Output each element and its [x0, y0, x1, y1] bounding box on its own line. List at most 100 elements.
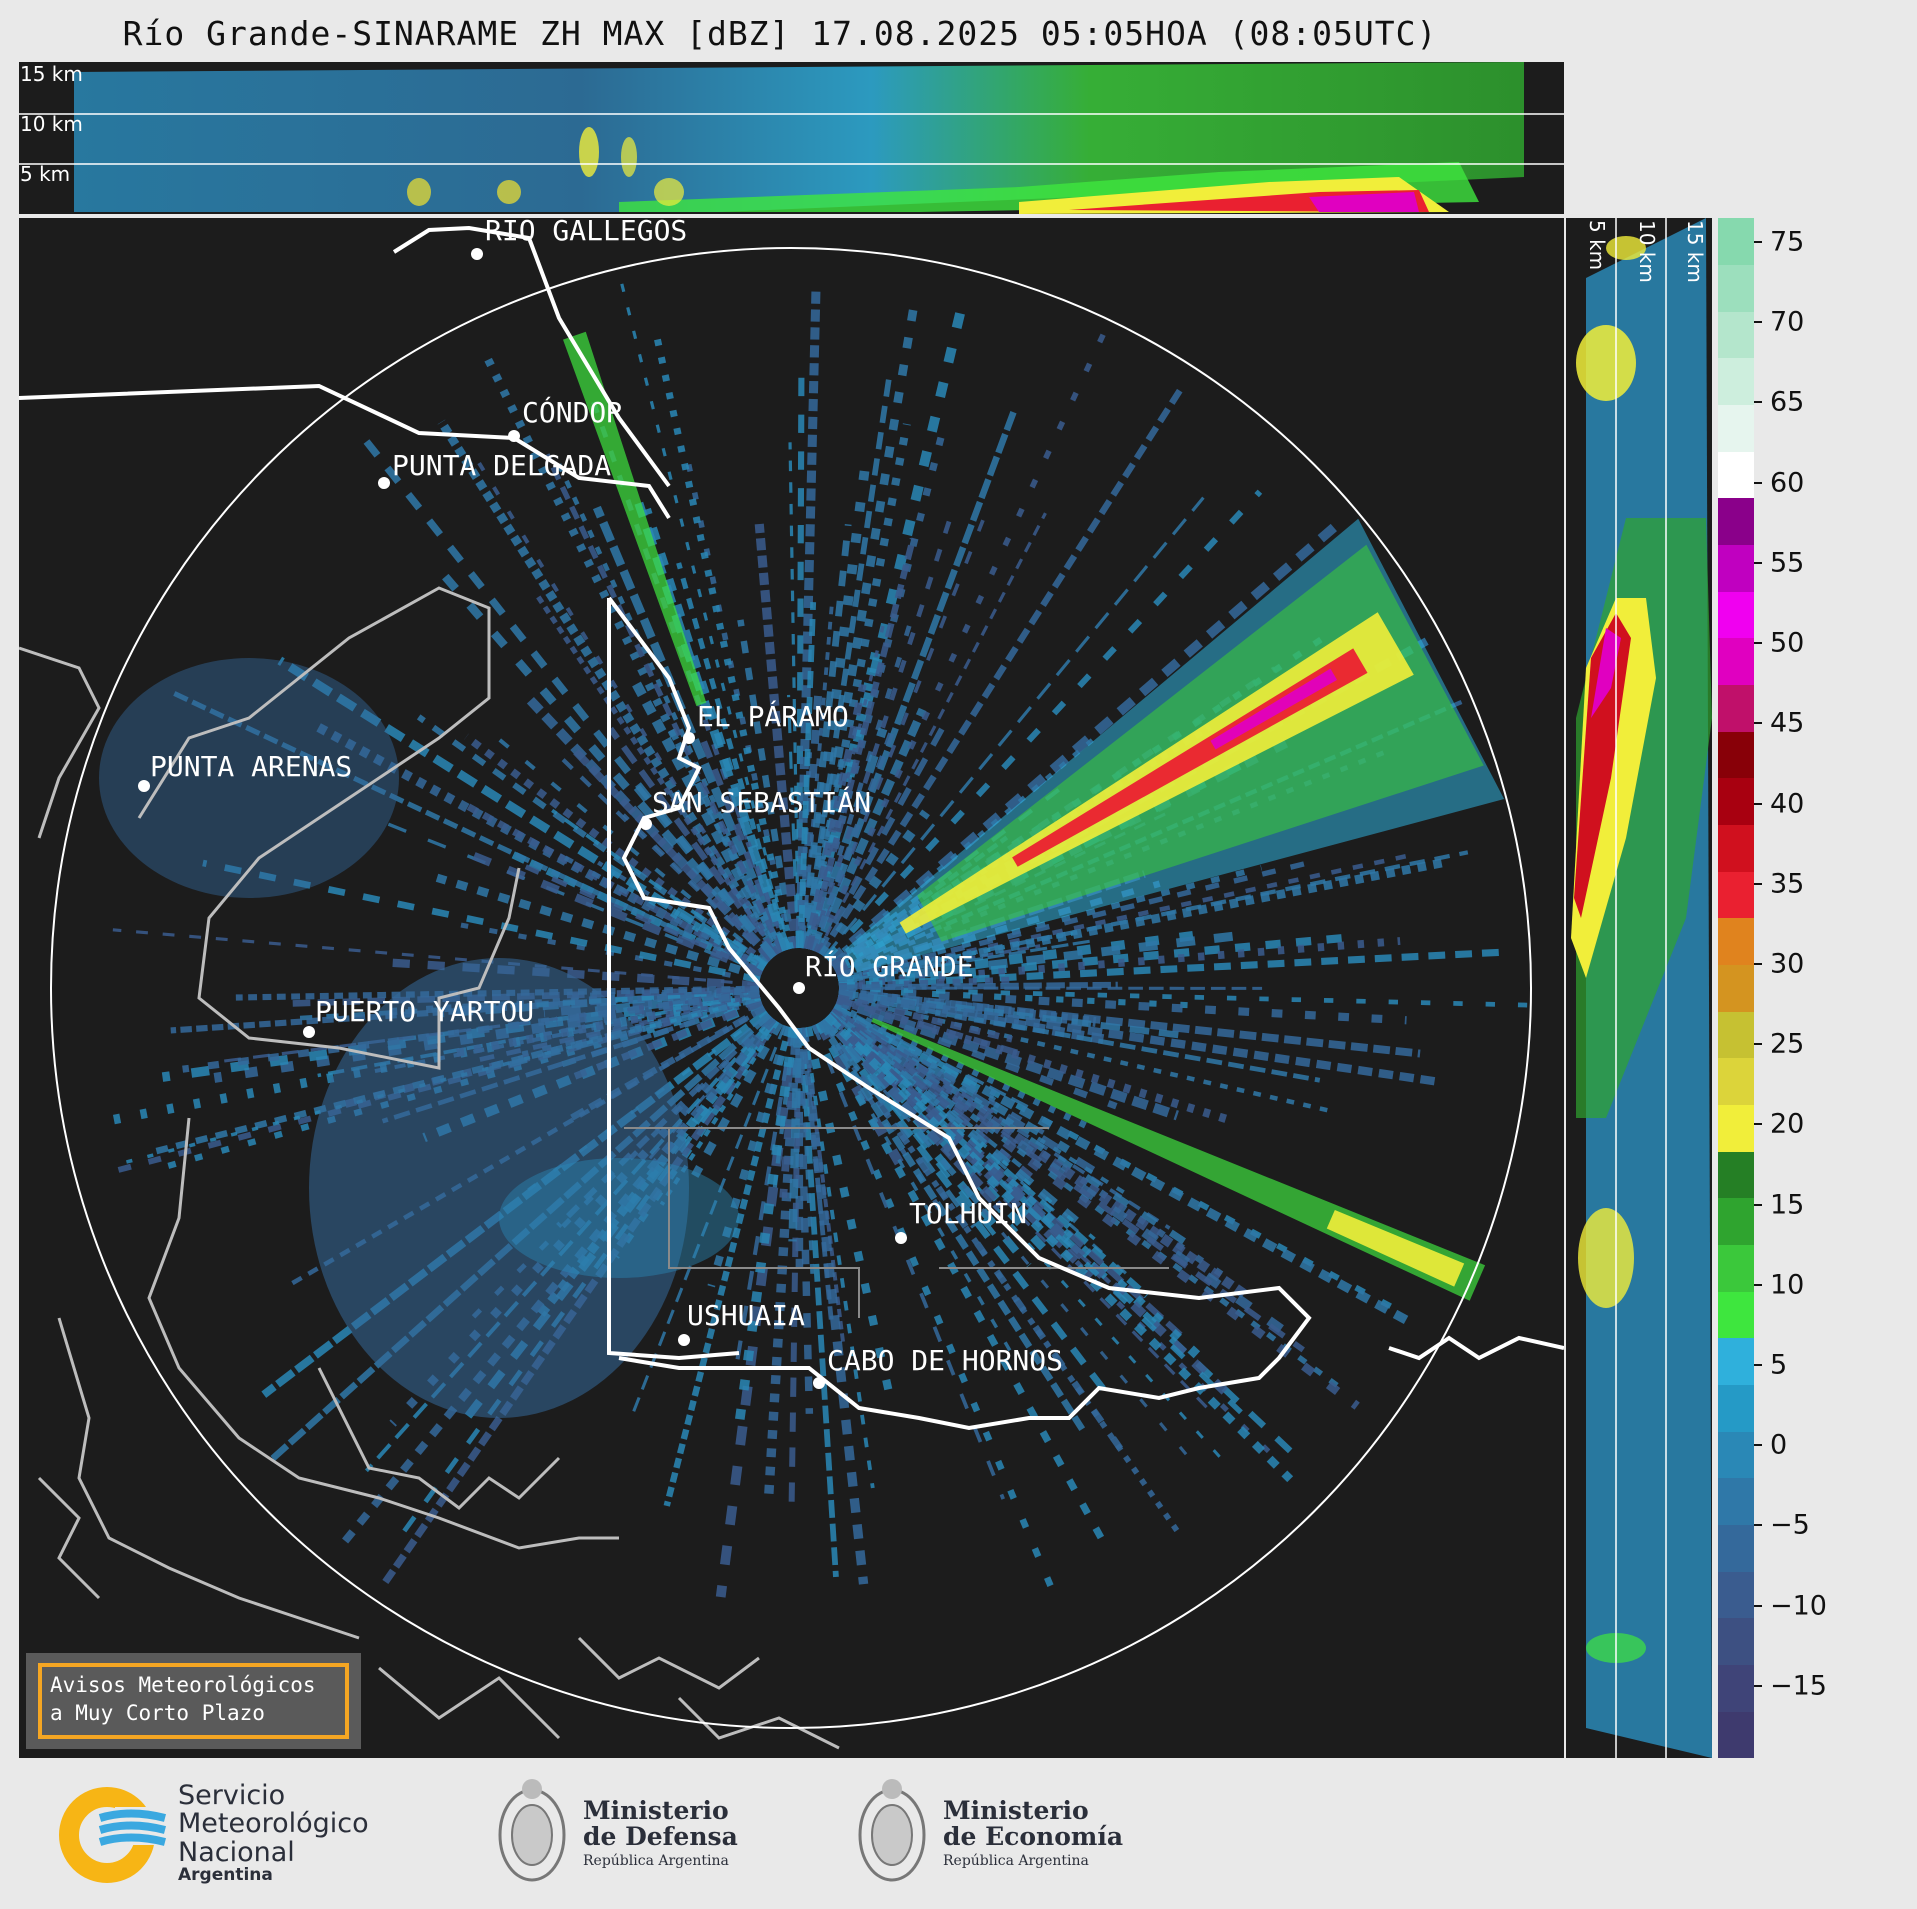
colorbar-tick-label: 65 [1770, 386, 1805, 418]
reflectivity-ray [827, 1010, 1079, 1224]
colorbar-swatch [1718, 1384, 1754, 1432]
reflectivity-ray [819, 1019, 1183, 1538]
colorbar-tick-label: 20 [1770, 1108, 1805, 1140]
reflectivity-ray [772, 1027, 797, 1188]
echo-band [1210, 668, 1338, 750]
reflectivity-rays [99, 277, 1528, 1600]
place-dot-ushuaia [678, 1334, 690, 1346]
reflectivity-ray [464, 848, 764, 977]
reflectivity-ray [737, 619, 796, 950]
colorbar-tick-mark [1754, 1283, 1762, 1286]
echo-area [99, 658, 399, 898]
reflectivity-ray [618, 277, 791, 950]
warning-line-2: a Muy Corto Plazo [50, 1701, 265, 1725]
reflectivity-ray [838, 937, 1401, 989]
echo-band [1326, 1209, 1465, 1287]
reflectivity-ray [100, 995, 762, 1178]
side-alt-label-15: 15 km [1683, 220, 1707, 283]
reflectivity-ray [832, 1006, 1049, 1137]
reflectivity-ray [837, 992, 1321, 1083]
colorbar [1718, 218, 1754, 1759]
reflectivity-ray [608, 871, 767, 972]
colorbar-swatch [1718, 684, 1754, 732]
place-label-rio-gallegos: RÍO GALLEGOS [485, 218, 687, 247]
colorbar-tick-mark [1754, 1203, 1762, 1206]
colorbar-swatch [1718, 1571, 1754, 1619]
reflectivity-ray [818, 809, 930, 959]
reflectivity-ray [817, 383, 1187, 957]
reflectivity-ray [838, 930, 1195, 988]
reflectivity-ray [182, 989, 760, 1073]
colorbar-tick-label: 25 [1770, 1028, 1805, 1060]
smn-line-3: Nacional [178, 1836, 295, 1868]
reflectivity-ray [691, 1020, 784, 1178]
reflectivity-ray [368, 814, 763, 975]
place-label-el-paramo: EL PÁRAMO [697, 699, 849, 733]
reflectivity-ray [551, 808, 768, 967]
place-label-cabo-de-hornos: CABO DE HORNOS [827, 1344, 1063, 1377]
place-dot-punta-arenas [138, 780, 150, 792]
colorbar-swatch [1718, 1478, 1754, 1526]
reflectivity-ray [835, 998, 1118, 1110]
reflectivity-ray [797, 601, 817, 949]
colorbar-tick-label: 0 [1770, 1429, 1788, 1461]
place-markers: RÍO GALLEGOS CÓNDOR PUNTA DELGADA EL PÁR… [138, 218, 1063, 1389]
reflectivity-ray [464, 733, 770, 967]
defensa-line-2: de Defensa [583, 1822, 738, 1852]
coastlines [19, 586, 840, 1750]
defensa-name: Ministerio de Defensa República Argentin… [583, 1797, 738, 1868]
reflectivity-ray [833, 1004, 1030, 1109]
colorbar-swatch [1718, 404, 1754, 452]
smn-line-4: Argentina [178, 1865, 273, 1886]
reflectivity-ray [484, 726, 770, 965]
reflectivity-ray [836, 995, 1230, 1124]
top-cross-section-svg: 15 km 10 km 5 km [19, 62, 1564, 214]
reflectivity-ray [837, 857, 1450, 985]
reflectivity-ray [805, 537, 916, 951]
colorbar-tick-mark [1754, 962, 1762, 965]
reflectivity-ray [836, 996, 1026, 1058]
reflectivity-ray [811, 519, 985, 952]
reflectivity-ray [838, 933, 1349, 989]
reflectivity-ray [811, 707, 927, 954]
place-dot-rio-gallegos [471, 248, 483, 260]
colorbar-tick-label: 5 [1770, 1349, 1788, 1381]
reflectivity-ray [170, 689, 764, 974]
reflectivity-ray [803, 683, 867, 950]
place-label-tolhuin: TOLHUIN [909, 1197, 1027, 1230]
colorbar-tick-mark [1754, 642, 1762, 645]
side-alt-label-10: 10 km [1635, 220, 1659, 283]
reflectivity-ray [277, 656, 768, 971]
colorbar-tick-label: 45 [1770, 707, 1805, 739]
colorbar-tick-label: 30 [1770, 948, 1805, 980]
reflectivity-ray [822, 1016, 986, 1212]
reflectivity-ray [825, 1011, 1201, 1359]
colorbar-swatch [1718, 1104, 1754, 1152]
place-dot-tolhuin [895, 1232, 907, 1244]
reflectivity-ray [813, 322, 1111, 953]
economia-line-3: República Argentina [943, 1852, 1089, 1869]
echo-area [499, 1158, 739, 1278]
reflectivity-ray [797, 675, 824, 949]
reflectivity-ray [837, 851, 1417, 982]
reflectivity-ray [820, 1017, 1113, 1400]
reflectivity-ray [802, 1027, 875, 1489]
reflectivity-ray [837, 994, 1013, 1043]
side-cross-section: 5 km 10 km 15 km [1566, 218, 1712, 1758]
colorbar-swatch [1718, 1198, 1754, 1246]
reflectivity-ray [836, 864, 1263, 981]
place-dot-el-paramo [683, 732, 695, 744]
colorbar-swatch [1718, 1664, 1754, 1712]
smn-logo-icon [59, 1787, 170, 1883]
warning-box: Avisos Meteorológicos a Muy Corto Plazo [26, 1653, 361, 1749]
colorbar-tick-mark [1754, 1123, 1762, 1126]
place-dot-punta-delgada [378, 477, 390, 489]
reflectivity-ray [830, 1007, 1230, 1282]
reflectivity-ray [828, 736, 1096, 964]
reflectivity-ray [434, 565, 777, 961]
place-dot-cabo-de-hornos [813, 1377, 825, 1389]
reflectivity-ray [823, 1017, 1188, 1456]
colorbar-tick-mark [1754, 1363, 1762, 1366]
colorbar-swatch [1718, 918, 1754, 966]
radar-map-svg: RÍO GALLEGOS CÓNDOR PUNTA DELGADA EL PÁR… [19, 218, 1564, 1750]
